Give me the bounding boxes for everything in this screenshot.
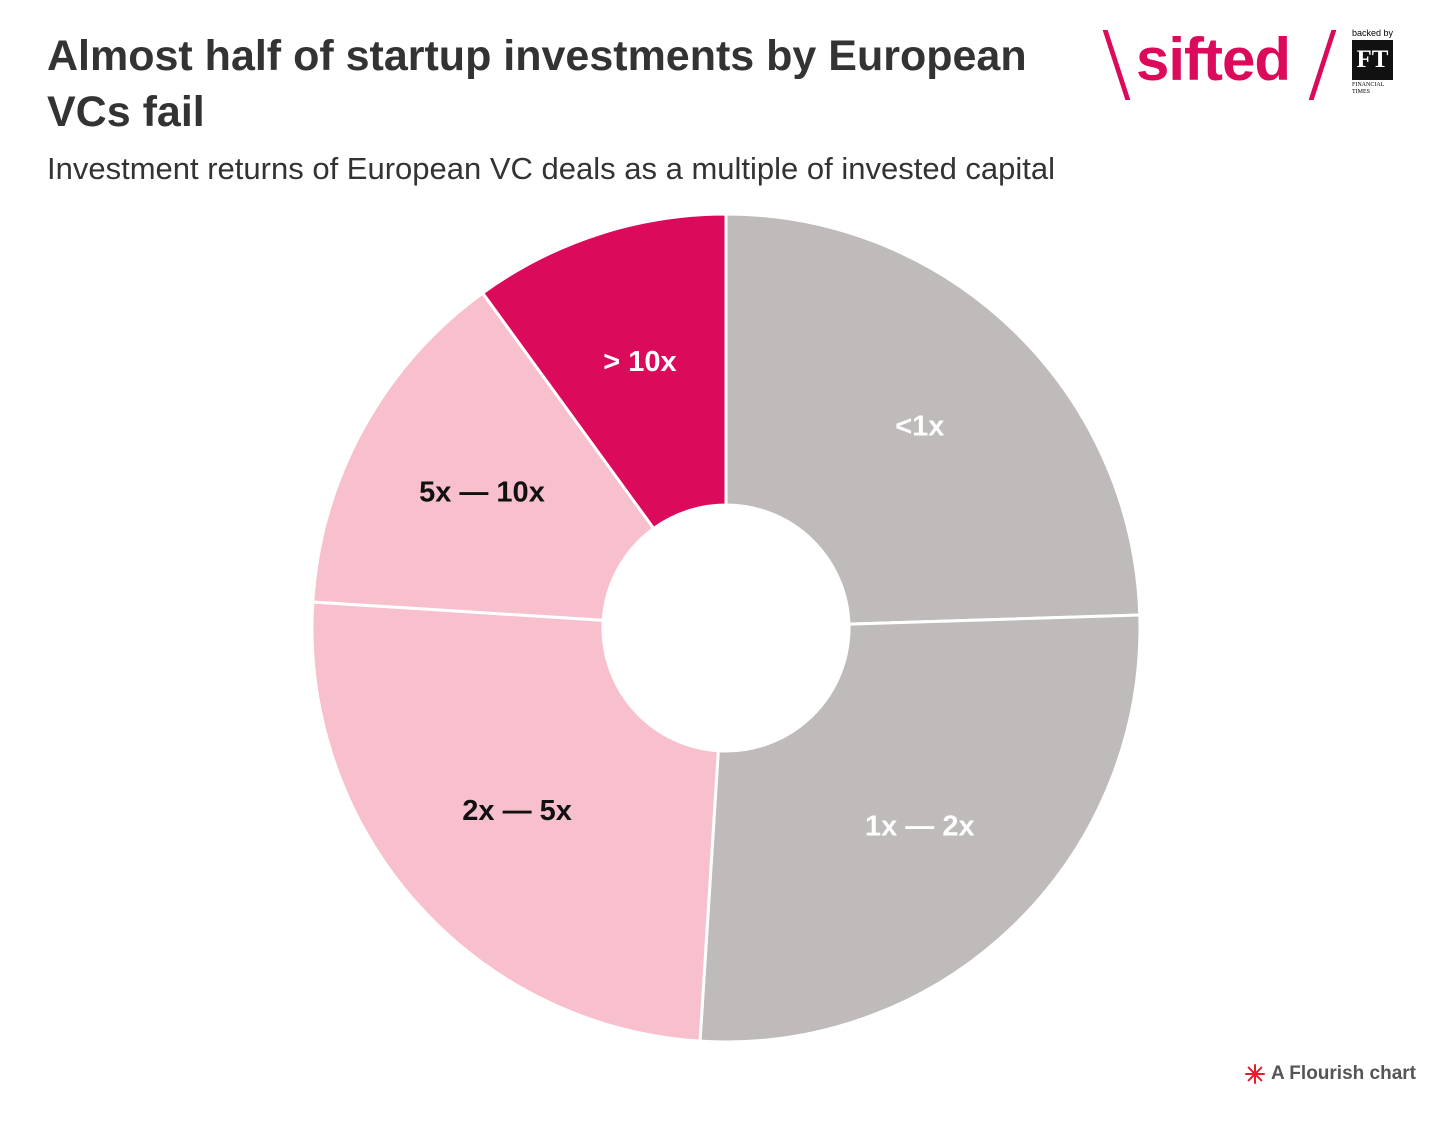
logo-slash-left — [1102, 30, 1131, 100]
ft-name: FINANCIAL TIMES — [1352, 82, 1385, 95]
slice-label: 5x — 10x — [419, 476, 545, 508]
donut-labels: <1x 1x — 2x 2x — 5x 5x — 10x > 10x — [419, 346, 975, 843]
chart-subtitle: Investment returns of European VC deals … — [47, 151, 1056, 186]
slice-label: <1x — [895, 411, 944, 443]
backed-by-label: backed by — [1352, 28, 1394, 38]
chart-title: Almost half of startup investments by Eu… — [47, 32, 1027, 136]
flourish-star-icon — [1245, 1064, 1266, 1084]
flourish-credit[interactable]: A Flourish chart — [1245, 1063, 1416, 1085]
slice-label: 1x — 2x — [865, 811, 975, 843]
sifted-logo[interactable]: sifted backed by FT FINANCIAL TIMES — [1100, 26, 1400, 102]
sifted-wordmark: sifted — [1136, 26, 1291, 93]
logo-slash-right — [1308, 30, 1337, 100]
ft-logo: FT — [1352, 40, 1393, 80]
donut-slice[interactable] — [311, 290, 656, 622]
donut-slice[interactable] — [480, 212, 728, 531]
slice-label: 2x — 5x — [462, 795, 572, 827]
donut-slices — [310, 212, 1142, 1044]
flourish-credit-text: A Flourish chart — [1271, 1063, 1416, 1084]
donut-slice[interactable] — [310, 600, 720, 1043]
slice-label: > 10x — [603, 346, 676, 378]
donut-slice[interactable] — [698, 613, 1142, 1044]
donut-chart: <1x 1x — 2x 2x — 5x 5x — 10x > 10x — [310, 212, 1142, 1044]
donut-slice[interactable] — [724, 212, 1142, 626]
